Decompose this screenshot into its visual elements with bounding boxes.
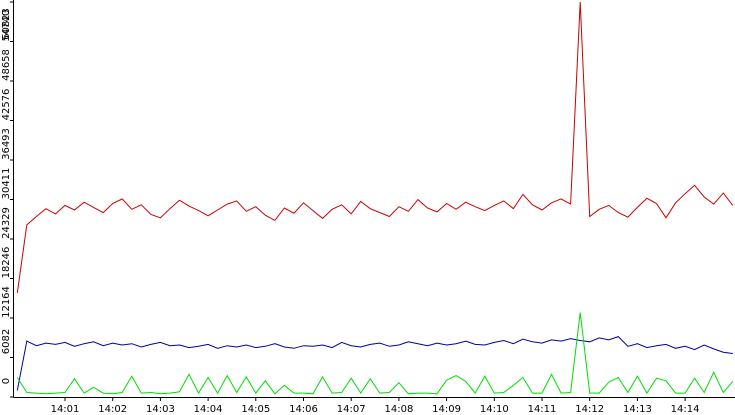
- x-tick-label: 14:11: [528, 404, 557, 415]
- x-tick-label: 14:04: [194, 404, 223, 415]
- y-tick-label: 48658: [1, 49, 12, 81]
- series-line: [16, 1, 734, 294]
- x-tick-label: 14:09: [432, 404, 461, 415]
- x-tick-label: 14:06: [289, 404, 318, 415]
- y-tick-label: 24329: [1, 207, 12, 239]
- x-tick-label: 14:08: [384, 404, 413, 415]
- y-tick-label: 36493: [1, 128, 12, 160]
- y-tick-label: 18246: [1, 247, 12, 279]
- x-tick-label: 14:12: [575, 404, 604, 415]
- x-tick-label: 14:07: [337, 404, 366, 415]
- y-tick-label: 0: [1, 378, 12, 384]
- y-tick-label: 54740: [1, 10, 12, 42]
- x-tick-label: 14:01: [51, 404, 80, 415]
- x-tick-label: 14:05: [241, 404, 270, 415]
- y-tick-label: 42576: [1, 89, 12, 121]
- y-tick-label: 6082: [1, 329, 12, 354]
- y-tick-label: 12164: [1, 286, 12, 318]
- y-tick-label: 30411: [1, 168, 12, 200]
- x-tick-label: 14:03: [146, 404, 175, 415]
- series-line: [16, 336, 733, 391]
- x-tick-label: 14:13: [623, 404, 652, 415]
- series-line: [16, 312, 734, 395]
- y-tick-label: 60823: [1, 8, 12, 40]
- x-tick-label: 14:14: [671, 404, 700, 415]
- x-tick-label: 14:10: [480, 404, 509, 415]
- x-tick-label: 14:02: [98, 404, 127, 415]
